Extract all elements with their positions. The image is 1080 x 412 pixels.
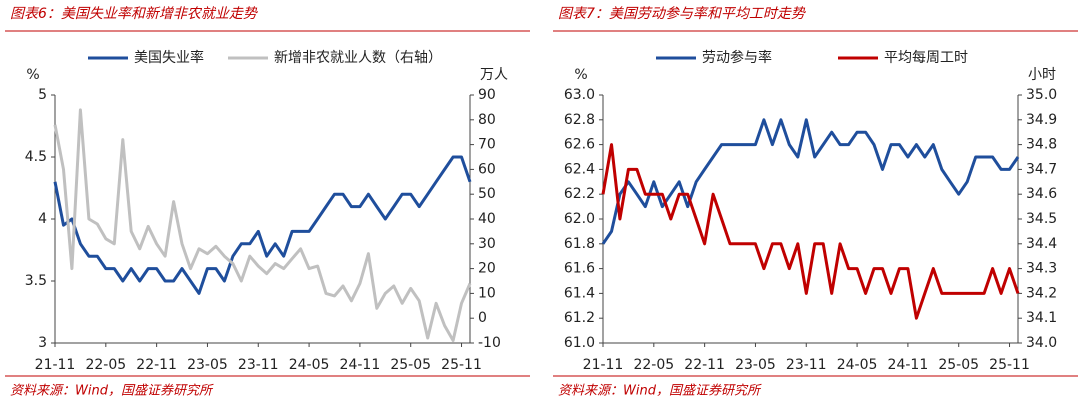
x-tick-label: 23-11	[238, 357, 279, 373]
series-line	[601, 118, 1020, 245]
y-tick-label: 62.0	[564, 211, 595, 227]
y-tick-label: 5	[38, 87, 47, 103]
x-tick-label: 24-05	[289, 357, 330, 373]
y2-tick-label: 34.1	[1026, 310, 1057, 326]
y2-tick-label: 70	[478, 137, 496, 153]
x-tick-label: 23-05	[735, 357, 776, 373]
legend-label: 平均每周工时	[884, 50, 968, 66]
y2-unit: 万人	[480, 67, 508, 83]
x-tick-label: 25-05	[390, 357, 431, 373]
y-tick-label: 62.2	[564, 186, 595, 202]
y2-tick-label: 34.4	[1026, 236, 1057, 252]
x-tick-label: 21-11	[583, 357, 624, 373]
y2-tick-label: 90	[478, 87, 496, 103]
source-note: 资料来源：Wind，国盛证券研究所	[10, 383, 214, 399]
x-tick-label: 24-05	[837, 357, 878, 373]
y2-tick-label: 35.0	[1026, 87, 1057, 103]
x-tick-label: 24-11	[340, 357, 381, 373]
x-tick-label: 25-05	[938, 357, 979, 373]
y2-tick-label: 34.8	[1026, 137, 1057, 153]
series-line	[53, 155, 472, 295]
y2-tick-label: 34.0	[1026, 335, 1057, 351]
y2-tick-label: 34.5	[1026, 211, 1057, 227]
y2-tick-label: 34.9	[1026, 112, 1057, 128]
y2-unit: 小时	[1028, 67, 1056, 83]
y2-tick-label: 80	[478, 112, 496, 128]
y2-tick-label: 30	[478, 236, 496, 252]
panel-title: 图表6：美国失业率和新增非农就业走势	[10, 6, 259, 22]
y-tick-label: 61.0	[564, 335, 595, 351]
y2-tick-label: 34.2	[1026, 285, 1057, 301]
y2-tick-label: 34.6	[1026, 186, 1057, 202]
y-tick-label: 63.0	[564, 87, 595, 103]
source-note: 资料来源：Wind，国盛证券研究所	[558, 383, 762, 399]
legend-label: 劳动参与率	[702, 49, 772, 66]
x-tick-label: 22-05	[633, 357, 674, 373]
y-tick-label: 61.6	[564, 261, 595, 277]
y2-tick-label: 34.3	[1026, 261, 1057, 277]
x-tick-label: 23-05	[187, 357, 228, 373]
y-tick-label: 3.5	[25, 273, 47, 289]
y2-tick-label: 50	[478, 186, 496, 202]
y-tick-label: 61.2	[564, 310, 595, 326]
panel-title: 图表7：美国劳动参与率和平均工时走势	[558, 6, 807, 22]
legend-label: 新增非农就业人数（右轴）	[274, 50, 442, 66]
y2-tick-label: 40	[478, 211, 496, 227]
x-tick-label: 23-11	[786, 357, 827, 373]
y-tick-label: 61.8	[564, 236, 595, 252]
x-tick-label: 22-11	[136, 357, 177, 373]
y-unit: %	[574, 67, 587, 83]
y-tick-label: 62.6	[564, 137, 595, 153]
x-tick-label: 25-11	[441, 357, 482, 373]
y-tick-label: 3	[38, 335, 47, 351]
x-tick-label: 22-11	[684, 357, 725, 373]
x-tick-label: 25-11	[989, 357, 1030, 373]
y2-tick-label: 20	[478, 261, 496, 277]
y-unit: %	[26, 67, 39, 83]
y2-tick-label: 0	[478, 310, 487, 326]
y-tick-label: 4	[38, 211, 47, 227]
y2-tick-label: 34.7	[1026, 161, 1057, 177]
y-tick-label: 62.8	[564, 112, 595, 128]
series-line	[601, 143, 1020, 320]
legend-label: 美国失业率	[134, 49, 204, 66]
x-tick-label: 22-05	[85, 357, 126, 373]
y2-tick-label: 10	[478, 285, 496, 301]
series-line	[53, 108, 472, 342]
y2-tick-label: 60	[478, 161, 496, 177]
y-tick-label: 4.5	[25, 149, 47, 165]
y-tick-label: 62.4	[564, 161, 595, 177]
x-tick-label: 24-11	[888, 357, 929, 373]
y-tick-label: 61.4	[564, 285, 595, 301]
x-tick-label: 21-11	[35, 357, 76, 373]
y2-tick-label: -10	[478, 335, 501, 351]
